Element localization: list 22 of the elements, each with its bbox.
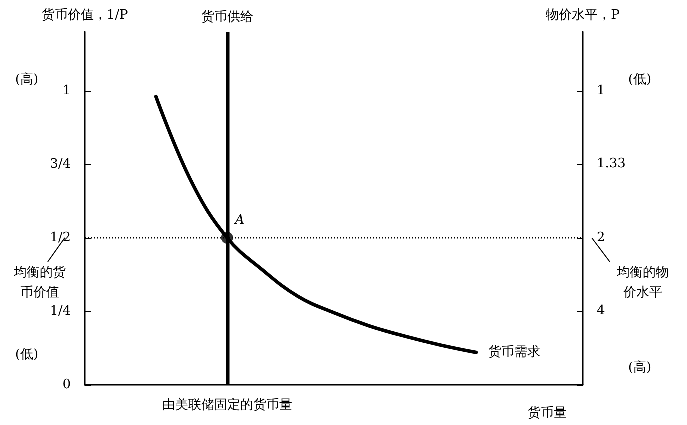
annotation: A (234, 212, 245, 228)
y-axis-title: 货币价值，1/P (42, 8, 128, 23)
text: 均衡的货币价值 (13, 266, 66, 300)
y-tick-label: 3/4 (50, 156, 71, 172)
series-label: 货币需求 (488, 345, 540, 360)
y-tick-label: 1/4 (50, 304, 71, 319)
text: 均衡的物价水平 (616, 266, 669, 300)
y-tick-label: 0 (62, 378, 71, 392)
text: 2 (597, 230, 606, 246)
text: 1 (597, 84, 606, 98)
text: 1.33 (597, 156, 626, 172)
x-tick-label: 由美联储固定的货币量 (162, 397, 292, 413)
y2-axis-title: 物价水平，P (546, 8, 620, 23)
text: 4 (597, 304, 606, 318)
text: (低) (15, 348, 39, 362)
text: (高) (628, 360, 652, 376)
x-axis-title: 货币量 (528, 406, 567, 421)
text: (低) (628, 72, 652, 88)
text: (高) (15, 72, 39, 88)
ref-line-label: 货币供给 (201, 10, 254, 25)
y-tick-label: 1 (62, 83, 71, 98)
y-tick-label: 1/2 (50, 230, 71, 246)
